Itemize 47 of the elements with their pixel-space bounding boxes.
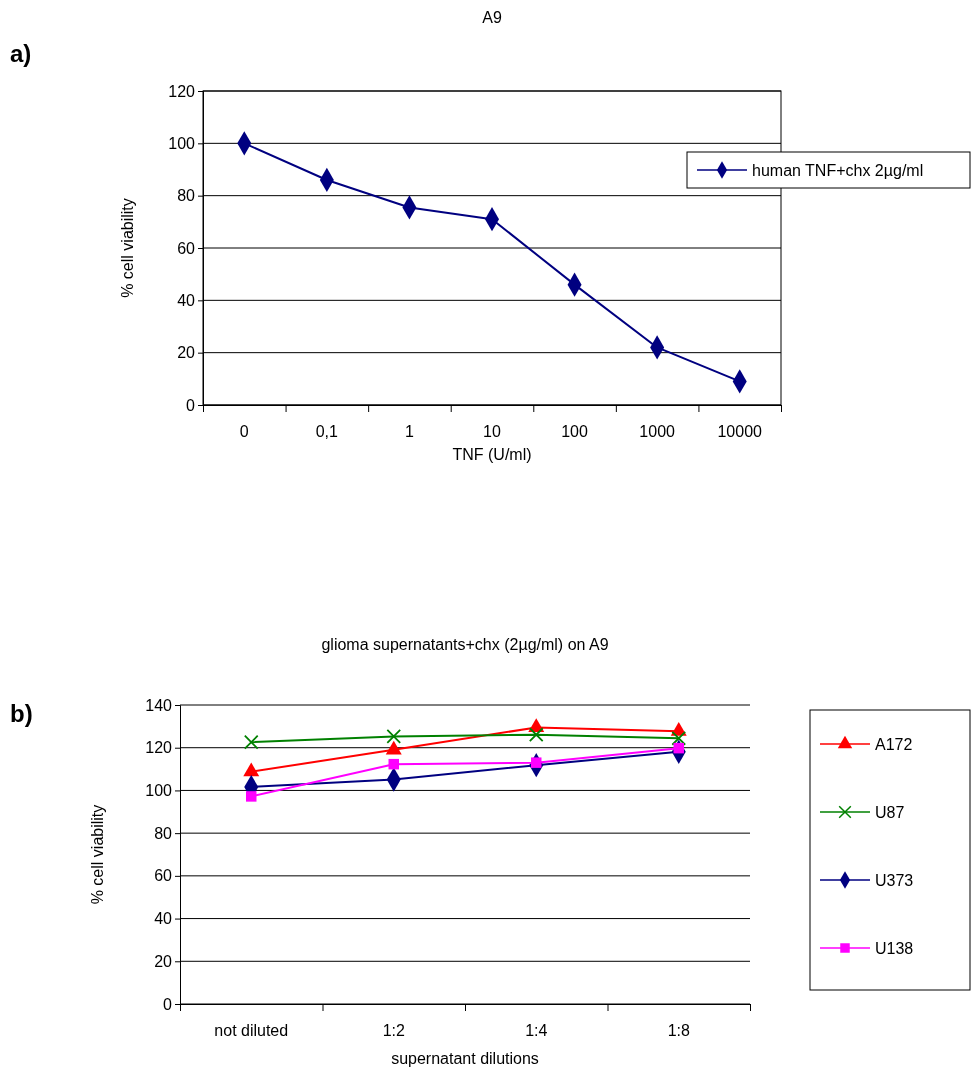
x-tick-label: 0,1	[315, 423, 339, 440]
y-tick-label: 100	[145, 782, 173, 800]
y-tick-label: 20	[154, 952, 173, 970]
y-tick-label: 120	[145, 739, 173, 757]
point	[388, 758, 399, 770]
chart-title: A9	[482, 9, 502, 26]
y-tick-label: 120	[168, 82, 196, 100]
x-tick-label: 1000	[639, 423, 676, 440]
x-tick-label: 0	[239, 423, 249, 440]
point	[243, 762, 260, 777]
y-tick-label: 40	[154, 910, 173, 928]
x-tick-label: 1:2	[382, 1022, 405, 1039]
x-tick-label: 100	[561, 423, 589, 440]
x-tick-label: 1	[404, 423, 414, 440]
y-tick-label: 80	[177, 187, 196, 205]
point	[386, 729, 402, 744]
y-tick-label: 0	[186, 396, 196, 414]
legend-label: U373	[875, 872, 914, 889]
text: a)	[10, 40, 32, 67]
point	[385, 740, 402, 755]
legend-label: U138	[875, 940, 914, 957]
point	[246, 791, 257, 802]
legend-label: U87	[875, 804, 905, 821]
y-tick-label: 60	[177, 239, 196, 257]
y-tick-label: 0	[163, 995, 173, 1013]
y-tick-label: 40	[177, 291, 196, 309]
chart-title: glioma supernatants+chx (2µg/ml) on A9	[321, 636, 609, 653]
y-axis-title: % cell viability	[89, 804, 106, 905]
y-tick-label: 60	[154, 867, 173, 885]
x-tick-label: 10	[483, 423, 501, 440]
point	[243, 734, 259, 750]
legend-label: A172	[875, 736, 913, 753]
x-tick-label: 1:4	[525, 1022, 548, 1039]
point	[528, 727, 544, 743]
y-axis-title: % cell viability	[119, 198, 136, 298]
x-axis-title: TNF (U/ml)	[452, 446, 532, 463]
x-tick-label: 1:8	[667, 1022, 690, 1039]
x-axis-title: supernatant dilutions	[391, 1050, 539, 1067]
point	[671, 730, 687, 746]
y-tick-label: 140	[145, 696, 173, 714]
x-tick-label: 10000	[717, 423, 763, 440]
x-tick-label: not diluted	[214, 1022, 289, 1039]
legend-label: human TNF+chx 2µg/ml	[752, 162, 924, 179]
y-tick-label: 100	[168, 134, 196, 152]
y-tick-label: 20	[177, 344, 196, 362]
text: b)	[10, 700, 33, 727]
y-tick-label: 80	[154, 824, 173, 842]
